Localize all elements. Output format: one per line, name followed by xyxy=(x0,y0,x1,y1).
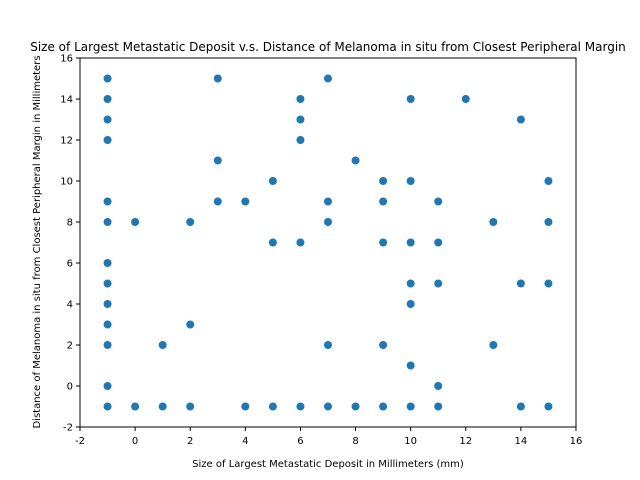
data-point xyxy=(351,402,360,411)
data-point xyxy=(103,320,112,329)
data-point xyxy=(406,177,415,185)
x-tick-label: 10 xyxy=(404,436,417,447)
data-point xyxy=(186,218,195,226)
data-point xyxy=(103,197,112,206)
data-point xyxy=(351,156,360,165)
data-point xyxy=(103,341,112,349)
y-tick-label: 12 xyxy=(60,136,73,147)
data-point xyxy=(324,197,332,206)
data-point xyxy=(103,279,112,288)
data-point xyxy=(379,238,388,247)
data-point xyxy=(131,402,140,411)
data-point xyxy=(158,402,167,411)
data-point xyxy=(516,402,525,411)
data-point xyxy=(103,136,112,144)
data-point xyxy=(379,177,388,185)
data-point xyxy=(103,259,112,267)
data-point xyxy=(406,300,415,308)
data-point xyxy=(406,95,415,103)
data-point xyxy=(241,402,250,411)
data-point xyxy=(379,402,388,411)
y-tick-label: 6 xyxy=(67,259,73,270)
data-point xyxy=(186,320,195,329)
data-point xyxy=(489,341,498,349)
data-point xyxy=(103,218,112,226)
data-point xyxy=(296,402,305,411)
data-point xyxy=(324,218,332,226)
data-point xyxy=(213,74,222,83)
data-point xyxy=(434,402,443,411)
data-point xyxy=(516,279,525,288)
x-tick-label: 8 xyxy=(352,436,358,447)
y-tick-label: 8 xyxy=(67,218,73,229)
data-point xyxy=(268,238,277,247)
data-point xyxy=(544,402,553,411)
y-tick-label: -2 xyxy=(63,423,73,434)
data-point xyxy=(406,279,415,288)
x-tick-label: 14 xyxy=(515,436,528,447)
x-axis-ticks: -2 0 2 4 6 8 10 12 14 16 xyxy=(75,427,582,447)
x-axis-label: Size of Largest Metastatic Deposit in Mi… xyxy=(192,459,464,470)
data-point xyxy=(489,218,498,226)
data-point xyxy=(241,197,250,206)
plot-frame xyxy=(79,57,577,428)
data-point xyxy=(406,402,415,411)
data-point xyxy=(434,238,443,247)
data-point xyxy=(268,177,277,185)
data-point xyxy=(103,115,112,124)
data-point xyxy=(544,279,553,288)
data-point xyxy=(379,341,388,349)
y-tick-label: 14 xyxy=(60,95,73,106)
data-point xyxy=(324,402,332,411)
data-point xyxy=(103,382,112,390)
data-point xyxy=(544,177,553,185)
y-tick-label: 4 xyxy=(67,300,73,311)
x-tick-label: 12 xyxy=(459,436,472,447)
x-tick-label: 16 xyxy=(570,436,583,447)
x-tick-label: 4 xyxy=(242,436,248,447)
data-point xyxy=(406,238,415,247)
y-tick-label: 16 xyxy=(60,54,73,65)
data-point xyxy=(268,402,277,411)
y-tick-label: 10 xyxy=(60,177,73,188)
data-point xyxy=(103,95,112,103)
data-point xyxy=(296,115,305,124)
data-point xyxy=(158,341,167,349)
data-point xyxy=(213,197,222,206)
data-point xyxy=(213,156,222,165)
chart-title: Size of Largest Metastatic Deposit v.s. … xyxy=(30,40,626,54)
y-tick-label: 0 xyxy=(67,382,73,393)
y-tick-label: 2 xyxy=(67,341,73,352)
data-point xyxy=(131,218,140,226)
data-point xyxy=(516,115,525,124)
data-point xyxy=(103,402,112,411)
y-axis-ticks: -2 0 2 4 6 8 10 12 14 16 xyxy=(60,54,80,434)
data-point xyxy=(461,95,470,103)
data-point xyxy=(296,238,305,247)
data-point xyxy=(379,197,388,206)
data-point xyxy=(324,74,332,83)
data-point xyxy=(324,341,332,349)
y-axis-label: Distance of Melanoma in situ from Closes… xyxy=(32,55,43,428)
data-point xyxy=(296,95,305,103)
x-tick-label: 6 xyxy=(297,436,303,447)
data-point xyxy=(103,74,112,83)
data-point xyxy=(406,361,415,370)
x-tick-label: 0 xyxy=(132,436,138,447)
x-tick-label: 2 xyxy=(187,436,193,447)
data-point xyxy=(296,136,305,144)
x-tick-label: -2 xyxy=(75,436,85,447)
data-point xyxy=(434,382,443,390)
data-point xyxy=(434,279,443,288)
data-point xyxy=(186,402,195,411)
data-point xyxy=(103,300,112,308)
data-point xyxy=(544,218,553,226)
data-points xyxy=(103,74,553,411)
data-point xyxy=(434,197,443,206)
